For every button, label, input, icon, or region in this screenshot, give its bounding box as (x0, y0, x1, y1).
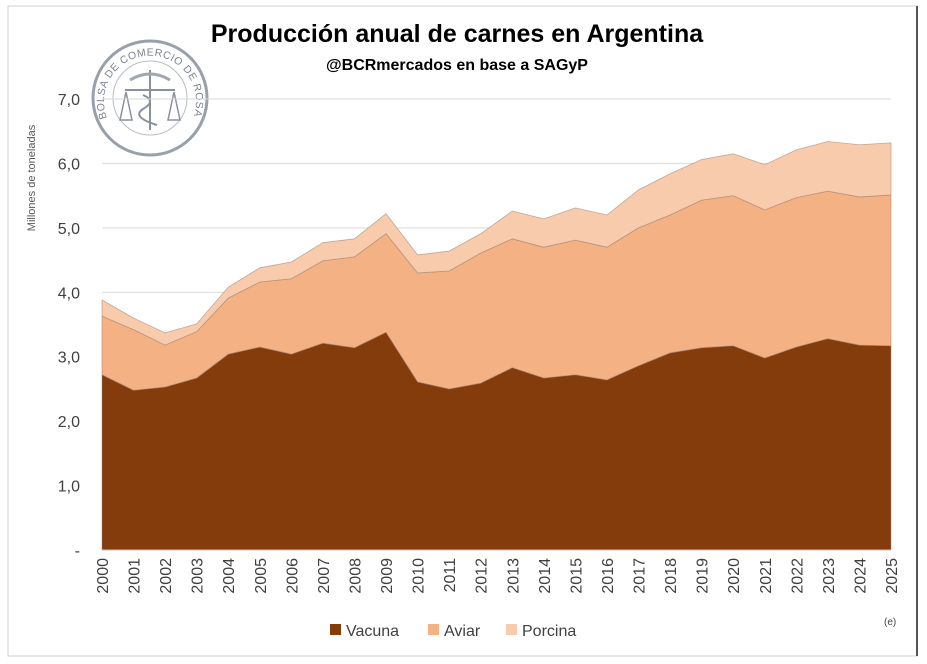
legend-swatch-aviar (428, 624, 439, 635)
x-tick-label: 2016 (600, 558, 617, 594)
y-tick-label: 1,0 (58, 479, 80, 496)
chart-title: Producción anual de carnes en Argentina (211, 20, 704, 48)
y-tick-label: 2,0 (58, 414, 80, 431)
x-tick-label: 2011 (442, 558, 459, 593)
y-tick-label: 4,0 (58, 285, 80, 302)
legend-label-vacuna: Vacuna (346, 623, 399, 640)
legend-swatch-vacuna (330, 624, 341, 635)
x-tick-label: 2010 (411, 558, 428, 594)
x-tick-label: 2006 (284, 558, 301, 594)
x-tick-label: 2001 (127, 558, 144, 594)
y-tick-label: 5,0 (58, 221, 80, 238)
legend-label-aviar: Aviar (444, 623, 481, 640)
legend-label-porcina: Porcina (522, 623, 576, 640)
x-tick-label: 2012 (474, 558, 491, 594)
x-tick-label: 2025 (884, 558, 901, 594)
x-tick-label: 2005 (253, 558, 270, 594)
legend: Vacuna Aviar Porcina (330, 623, 576, 640)
y-tick-label: 6,0 (58, 156, 80, 173)
y-axis-label: Millones de toneladas (26, 124, 38, 231)
x-tick-label: 2009 (379, 558, 396, 594)
y-axis-ticks: - 1,0 2,0 3,0 4,0 5,0 6,0 7,0 (58, 92, 80, 560)
y-tick-label: - (75, 543, 80, 560)
x-tick-label: 2017 (632, 558, 649, 594)
x-tick-label: 2000 (95, 558, 112, 594)
estimate-annotation: (e) (884, 617, 896, 628)
stacked-areas (101, 141, 892, 551)
x-tick-label: 2008 (347, 558, 364, 594)
legend-swatch-porcina (506, 624, 517, 635)
x-tick-label: 2014 (537, 558, 554, 594)
x-tick-label: 2018 (663, 558, 680, 594)
x-tick-label: 2021 (758, 558, 775, 594)
x-tick-label: 2019 (695, 558, 712, 594)
x-tick-label: 2020 (726, 558, 743, 594)
x-tick-label: 2024 (852, 558, 869, 594)
y-tick-label: 7,0 (58, 92, 80, 109)
x-tick-label: 2004 (221, 558, 238, 594)
x-tick-label: 2015 (568, 558, 585, 594)
y-tick-label: 3,0 (58, 350, 80, 367)
x-tick-label: 2023 (821, 558, 838, 594)
area-porcina (101, 141, 892, 346)
chart-subtitle: @BCRmercados en base a SAGyP (326, 57, 588, 74)
x-tick-label: 2007 (316, 558, 333, 594)
x-tick-label: 2022 (789, 558, 806, 594)
x-axis-ticks: 2000 2001 2002 2003 2004 2005 2006 2007 2008 2009… (95, 558, 901, 594)
x-tick-label: 2013 (505, 558, 522, 594)
x-tick-label: 2003 (190, 558, 207, 594)
x-tick-label: 2002 (158, 558, 175, 594)
